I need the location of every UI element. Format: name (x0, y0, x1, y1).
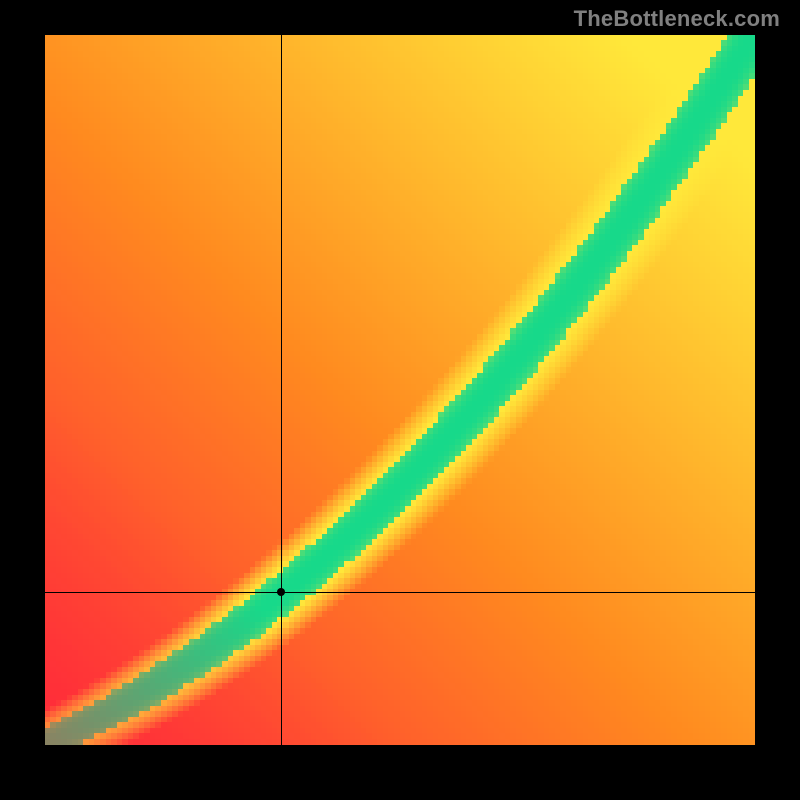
heatmap-plot (45, 35, 755, 745)
crosshair-horizontal (45, 592, 755, 593)
crosshair-vertical (281, 35, 282, 745)
watermark-text: TheBottleneck.com (574, 6, 780, 32)
chart-container: { "watermark": "TheBottleneck.com", "wat… (0, 0, 800, 800)
crosshair-dot (277, 588, 285, 596)
